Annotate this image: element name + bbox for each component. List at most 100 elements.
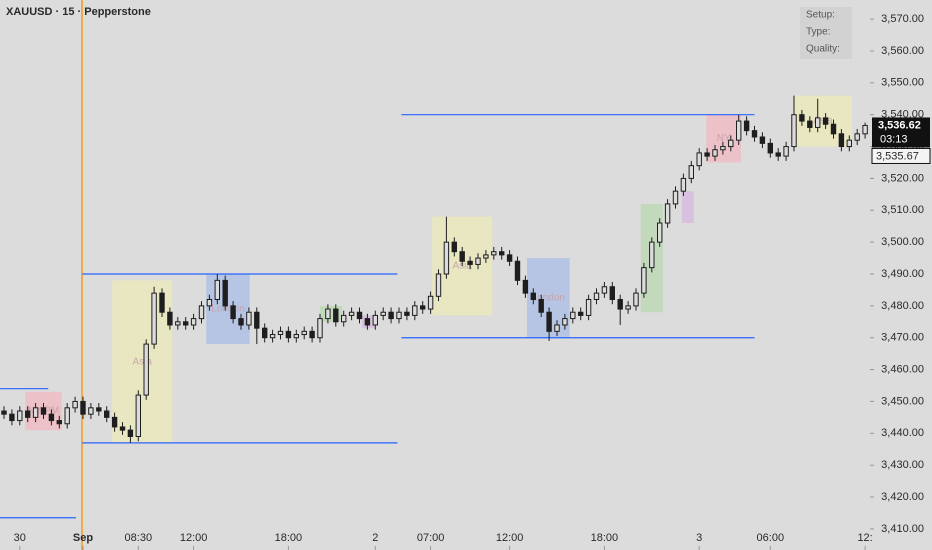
y-tick-label: 3,450.00 — [881, 395, 924, 407]
x-tick-label: 12:00 — [180, 532, 208, 544]
candle-body — [688, 165, 694, 179]
candle-body — [649, 241, 655, 269]
x-tick-label: 18:00 — [275, 532, 303, 544]
candle-body — [135, 394, 142, 437]
candle-body — [246, 311, 252, 326]
candle-body — [720, 146, 726, 151]
x-tick-label: 2 — [372, 532, 378, 544]
x-tick-label: 12:00 — [496, 532, 524, 544]
candle-body — [822, 117, 829, 125]
x-tick-label: Sep — [73, 532, 93, 544]
y-tick-label: 3,440.00 — [881, 427, 924, 439]
candle-body — [412, 305, 418, 316]
y-tick-label: 3,550.00 — [881, 77, 924, 89]
candle-body — [815, 117, 821, 128]
candle-body — [854, 133, 860, 141]
candle-body — [570, 311, 576, 320]
candle-body — [301, 330, 307, 336]
candle-body — [167, 311, 173, 326]
info-label: Type: — [806, 27, 830, 38]
candle-body — [396, 311, 402, 320]
candle-body — [32, 407, 39, 418]
candle-body — [348, 311, 355, 316]
candle-body — [775, 152, 781, 157]
x-tick-label: 08:30 — [125, 532, 153, 544]
candle-body — [435, 273, 442, 297]
countdown: 03:13 — [880, 133, 908, 145]
chart-title: XAUUSD · 15 · Pepperstone — [6, 6, 151, 18]
y-tick-label: 3,410.00 — [881, 523, 924, 535]
candle-body — [609, 286, 615, 300]
candle-body — [538, 298, 544, 313]
zone-label: Asia — [133, 356, 153, 367]
zone-label: London — [532, 293, 565, 304]
candle-body — [269, 334, 276, 339]
candle-body — [491, 251, 497, 256]
candle-body — [483, 254, 489, 259]
session-zone — [706, 114, 742, 163]
candle-body — [593, 292, 600, 300]
candle-body — [578, 311, 584, 316]
candle-body — [617, 298, 623, 310]
y-tick-label: 3,570.00 — [881, 13, 924, 25]
x-tick-label: 06:00 — [757, 532, 785, 544]
candle-body — [17, 410, 23, 422]
candle-body — [514, 260, 521, 281]
candle-body — [325, 308, 331, 320]
candle-body — [56, 420, 62, 425]
candle-body — [127, 429, 134, 437]
candle-body — [309, 330, 315, 339]
candle-body — [459, 251, 465, 262]
candle-body — [159, 292, 165, 313]
candle-body — [277, 330, 284, 336]
candle-body — [222, 279, 228, 307]
candle-body — [672, 190, 679, 205]
candle-body — [48, 413, 55, 422]
candle-body — [333, 308, 339, 323]
x-tick-label: 3 — [696, 532, 702, 544]
y-tick-label: 3,490.00 — [881, 268, 924, 280]
x-tick-label: 30 — [14, 532, 26, 544]
candle-body — [317, 318, 323, 339]
candle-body — [175, 321, 181, 326]
candle-body — [562, 318, 568, 326]
candle-body — [830, 123, 837, 135]
candle-body — [372, 314, 379, 326]
candle-body — [601, 286, 608, 294]
candle-body — [641, 267, 647, 294]
candle-body — [759, 136, 766, 144]
candle-body — [285, 330, 292, 339]
candle-body — [1, 410, 7, 415]
session-zone — [320, 305, 343, 322]
candle-body — [420, 305, 426, 310]
y-tick-label: 3,480.00 — [881, 300, 924, 312]
session-zone — [206, 274, 250, 345]
candle-body — [254, 311, 260, 329]
x-tick-label: 12: — [857, 532, 872, 544]
candle-body — [190, 318, 197, 326]
candle-body — [696, 152, 702, 167]
candle-body — [799, 114, 805, 122]
candle-body — [585, 298, 592, 316]
candle-body — [554, 324, 560, 332]
candle-body — [846, 139, 852, 148]
candle-body — [88, 407, 94, 415]
candle-body — [341, 314, 347, 323]
last-price-label: 3,536.62 — [878, 119, 921, 131]
candle-body — [119, 426, 126, 431]
y-tick-label: 3,520.00 — [881, 172, 924, 184]
candle-body — [25, 410, 31, 418]
candle-body — [791, 114, 797, 148]
candle-body — [198, 305, 205, 320]
y-tick-label: 3,510.00 — [881, 204, 924, 216]
info-panel — [800, 7, 852, 59]
candle-body — [364, 318, 371, 326]
y-tick-label: 3,470.00 — [881, 332, 924, 344]
candle-body — [40, 407, 47, 415]
zone-label: NY — [717, 133, 731, 144]
info-label: Setup: — [806, 10, 835, 21]
candle-body — [633, 292, 639, 307]
zone-label: Asia — [452, 261, 472, 272]
x-tick-label: 07:00 — [417, 532, 445, 544]
candle-body — [151, 292, 157, 345]
